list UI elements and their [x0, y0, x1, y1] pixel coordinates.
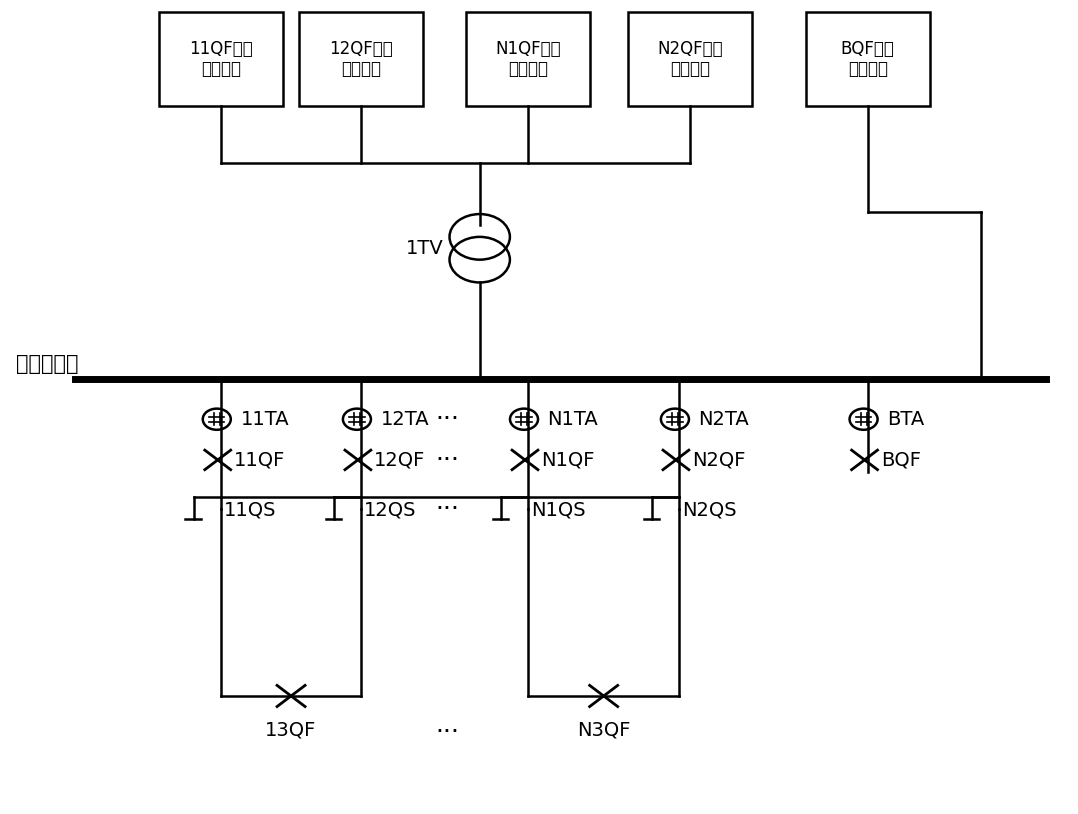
Bar [806, 12, 929, 106]
Text: ···: ··· [436, 448, 459, 472]
Text: 1TV: 1TV [405, 239, 443, 258]
Text: N1QF馈线
保护装置: N1QF馈线 保护装置 [496, 40, 561, 78]
Text: 12QF: 12QF [374, 450, 426, 470]
Text: N2QF馈线
保护装置: N2QF馈线 保护装置 [658, 40, 722, 78]
Text: ···: ··· [436, 720, 459, 744]
Text: N3QF: N3QF [577, 720, 631, 739]
Text: N1QS: N1QS [531, 501, 586, 519]
Bar [300, 12, 423, 106]
Text: BQF: BQF [881, 450, 921, 470]
Text: 变电所母线: 变电所母线 [16, 354, 79, 374]
Text: 11QF: 11QF [234, 450, 286, 470]
Text: 11QF馈线
保护装置: 11QF馈线 保护装置 [189, 40, 253, 78]
Bar [466, 12, 591, 106]
Text: 12QF馈线
保护装置: 12QF馈线 保护装置 [329, 40, 393, 78]
Bar [627, 12, 752, 106]
Text: N2QS: N2QS [682, 501, 737, 519]
Text: 13QF: 13QF [265, 720, 317, 739]
Text: 11QS: 11QS [224, 501, 277, 519]
Text: N1TA: N1TA [548, 409, 598, 429]
Text: 11TA: 11TA [240, 409, 289, 429]
Text: 12QS: 12QS [364, 501, 417, 519]
Text: 12TA: 12TA [381, 409, 429, 429]
Text: N1QF: N1QF [541, 450, 595, 470]
Text: BTA: BTA [887, 409, 925, 429]
Text: ···: ··· [436, 407, 459, 431]
Text: N2QF: N2QF [692, 450, 746, 470]
Text: ···: ··· [436, 497, 459, 521]
Text: BQF馈线
保护装置: BQF馈线 保护装置 [841, 40, 895, 78]
Text: N2TA: N2TA [699, 409, 749, 429]
Bar [160, 12, 282, 106]
